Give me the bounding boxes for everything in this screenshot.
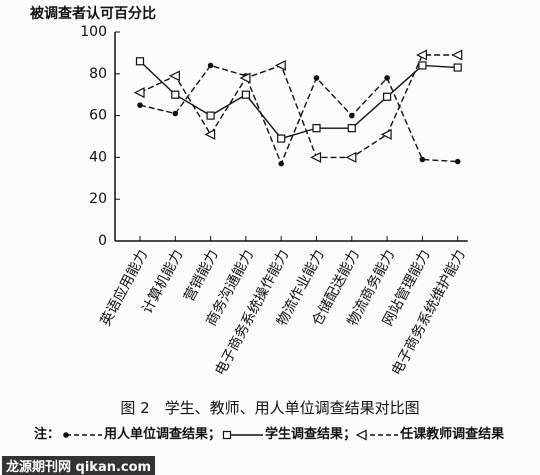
- marker: [63, 431, 69, 438]
- marker: [222, 430, 232, 439]
- marker: [453, 63, 462, 72]
- marker: [241, 90, 250, 99]
- x-tick-label: 英语应用能力: [97, 247, 151, 329]
- y-tick-label: 40: [89, 149, 107, 165]
- legend-label: 任课教师调查结果: [400, 427, 505, 442]
- legend-separator: ；: [208, 427, 222, 442]
- marker: [345, 151, 357, 163]
- marker: [137, 102, 143, 108]
- marker: [419, 156, 426, 163]
- marker: [239, 72, 251, 84]
- watermark-site: qikan.com: [75, 460, 152, 475]
- legend-label: 用人单位调查结果: [104, 427, 209, 442]
- marker: [171, 90, 180, 99]
- watermark: 龙源期刊网 qikan.com: [2, 456, 156, 475]
- marker: [310, 151, 322, 163]
- y-axis-label: 被调查者认可百分比: [30, 5, 156, 22]
- series-line: [139, 54, 458, 159]
- y-tick-label: 20: [89, 191, 107, 207]
- marker: [355, 429, 367, 440]
- series-line: [139, 64, 458, 166]
- marker: [206, 111, 215, 120]
- legend-swatch: [355, 429, 399, 440]
- legend: 注： 用人单位调查结果； 学生调查结果； 任课教师调查结果: [34, 426, 534, 444]
- marker: [168, 70, 180, 82]
- marker: [380, 128, 392, 140]
- marker: [383, 92, 392, 101]
- marker: [207, 62, 214, 69]
- marker: [347, 124, 356, 133]
- marker: [312, 124, 321, 133]
- legend-prefix: 注：: [34, 427, 61, 442]
- marker: [133, 87, 145, 99]
- legend-swatch: [222, 430, 264, 439]
- caption: 图 2 学生、教师、用人单位调查结果对比图: [120, 399, 420, 417]
- watermark-text: 龙源期刊网: [6, 460, 72, 475]
- marker: [416, 49, 427, 61]
- y-tick-label: 60: [89, 108, 107, 124]
- marker: [418, 61, 427, 70]
- marker: [172, 110, 179, 117]
- marker: [313, 75, 320, 81]
- marker: [454, 158, 461, 165]
- y-tick-label: 100: [80, 24, 107, 40]
- marker: [274, 59, 286, 71]
- chart: 被调查者认可百分比 020406080100英语应用能力计算机能力营销能力商务沟…: [30, 5, 469, 378]
- marker: [277, 134, 286, 143]
- marker: [278, 160, 285, 167]
- y-tick-label: 0: [98, 233, 107, 249]
- marker: [135, 57, 145, 66]
- x-tick-label: 营销能力: [181, 247, 221, 304]
- legend-label: 学生调查结果: [265, 427, 344, 442]
- legend-separator: ；: [343, 427, 357, 442]
- marker: [384, 75, 390, 81]
- marker: [204, 128, 216, 140]
- legend-swatch: [63, 431, 103, 438]
- marker: [451, 49, 463, 61]
- series-line: [139, 60, 458, 140]
- marker: [349, 112, 355, 119]
- y-tick-label: 80: [89, 66, 107, 82]
